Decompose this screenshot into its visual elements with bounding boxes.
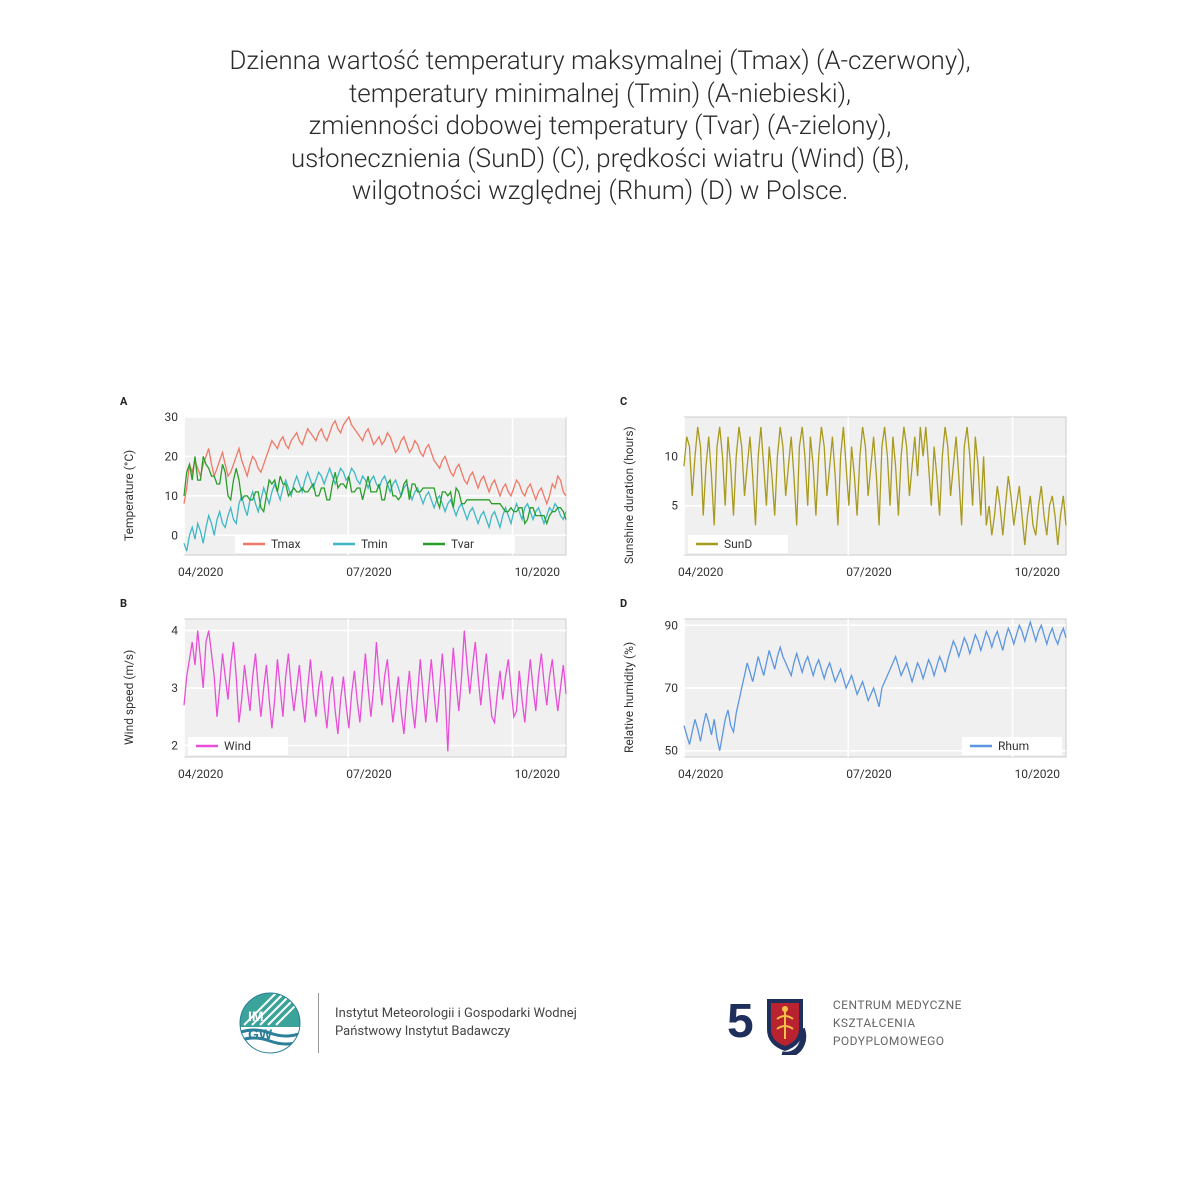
legend: SunD xyxy=(688,535,788,553)
svg-text:10: 10 xyxy=(665,449,679,463)
panel-letter: C xyxy=(620,395,1080,408)
legend: Tmax Tmin Tvar xyxy=(235,535,515,553)
svg-text:SunD: SunD xyxy=(724,537,752,551)
cmkp-line1: CENTRUM MEDYCZNE xyxy=(833,996,962,1014)
x-tick-label: 10/2020 xyxy=(515,565,560,579)
title-line: wilgotności względnej (Rhum) (D) w Polsc… xyxy=(80,175,1120,208)
svg-text:3: 3 xyxy=(171,681,178,695)
svg-text:Tvar: Tvar xyxy=(451,537,474,551)
x-tick-label: 04/2020 xyxy=(178,565,223,579)
svg-text:30: 30 xyxy=(165,411,179,424)
x-axis-ticks: 04/2020 07/2020 10/2020 xyxy=(138,561,580,579)
y-axis-label: Relative humidity (%) xyxy=(620,613,638,781)
imgw-logo-block: IM GW Instytut Meteorologii i Gospodarki… xyxy=(238,991,577,1055)
cmkp-logo-icon: 5 xyxy=(727,991,817,1055)
title-line: Dzienna wartość temperatury maksymalnej … xyxy=(80,45,1120,78)
footer: IM GW Instytut Meteorologii i Gospodarki… xyxy=(0,991,1200,1055)
cmkp-line3: PODYPLOMOWEGO xyxy=(833,1032,962,1050)
imgw-line1: Instytut Meteorologii i Gospodarki Wodne… xyxy=(335,1005,577,1023)
x-tick-label: 10/2020 xyxy=(1015,565,1060,579)
chart-plot: 5 10 SunD xyxy=(638,411,1080,561)
svg-text:2: 2 xyxy=(171,739,178,753)
x-axis-ticks: 04/2020 07/2020 10/2020 xyxy=(638,561,1080,579)
y-axis-label: Wind speed (m/s) xyxy=(120,613,138,781)
svg-text:Tmin: Tmin xyxy=(361,537,388,551)
svg-text:50: 50 xyxy=(665,744,679,758)
chart-plot: 50 70 90 Rhum xyxy=(638,613,1080,763)
svg-text:Wind: Wind xyxy=(224,739,251,753)
x-tick-label: 07/2020 xyxy=(346,565,391,579)
svg-text:GW: GW xyxy=(248,1026,273,1042)
imgw-logo-icon: IM GW xyxy=(238,991,302,1055)
imgw-line2: Państwowy Instytut Badawczy xyxy=(335,1023,577,1041)
logo-divider xyxy=(318,993,319,1053)
title-line: temperatury minimalnej (Tmin) (A-niebies… xyxy=(80,78,1120,111)
title-block: Dzienna wartość temperatury maksymalnej … xyxy=(0,0,1200,228)
x-tick-label: 04/2020 xyxy=(178,767,223,781)
legend: Rhum xyxy=(962,737,1062,755)
svg-text:0: 0 xyxy=(171,528,178,542)
panel-b: B Wind speed (m/s) 2 3 4 Wind04/2020 07/2020 10… xyxy=(120,597,580,781)
panel-d: DRelative humidity (%)507090Rhum04/20200… xyxy=(620,597,1080,781)
svg-text:10: 10 xyxy=(165,489,179,503)
svg-text:70: 70 xyxy=(665,681,679,695)
x-tick-label: 10/2020 xyxy=(515,767,560,781)
chart-plot: 2 3 4 Wind xyxy=(138,613,580,763)
x-tick-label: 10/2020 xyxy=(1015,767,1060,781)
x-tick-label: 04/2020 xyxy=(678,565,723,579)
svg-text:Rhum: Rhum xyxy=(998,739,1029,753)
cmkp-text: CENTRUM MEDYCZNE KSZTAŁCENIA PODYPLOMOWE… xyxy=(833,996,962,1050)
svg-text:5: 5 xyxy=(727,995,754,1048)
cmkp-line2: KSZTAŁCENIA xyxy=(833,1014,962,1032)
x-tick-label: 07/2020 xyxy=(846,565,891,579)
x-tick-label: 04/2020 xyxy=(678,767,723,781)
x-axis-ticks: 04/2020 07/2020 10/2020 xyxy=(138,763,580,781)
imgw-text: Instytut Meteorologii i Gospodarki Wodne… xyxy=(335,1005,577,1041)
svg-text:IM: IM xyxy=(248,1008,264,1024)
svg-text:20: 20 xyxy=(165,449,179,463)
x-axis-ticks: 04/2020 07/2020 10/2020 xyxy=(638,763,1080,781)
panel-letter: B xyxy=(120,597,580,610)
y-axis-label: Temperature (°C) xyxy=(120,411,138,579)
cmkp-logo-block: 5 CENTRUM MEDYCZNE KSZTAŁCENIA PODYPLOMO… xyxy=(727,991,962,1055)
panel-a: A Temperature (°C) 0 10 20 30 Tmax Tmin Tvar 04/2… xyxy=(120,395,580,579)
charts-grid: A Temperature (°C) 0 10 20 30 Tmax Tmin Tvar 04/2… xyxy=(120,395,1080,781)
title-line: usłonecznienia (SunD) (C), prędkości wia… xyxy=(80,143,1120,176)
x-tick-label: 07/2020 xyxy=(846,767,891,781)
x-tick-label: 07/2020 xyxy=(346,767,391,781)
chart-plot: 0 10 20 30 Tmax Tmin Tvar xyxy=(138,411,580,561)
legend: Wind xyxy=(188,737,288,755)
svg-text:5: 5 xyxy=(671,499,678,513)
y-axis-label: Sunshine duration (hours) xyxy=(620,411,638,579)
panel-letter: A xyxy=(120,395,580,408)
svg-text:90: 90 xyxy=(665,618,679,632)
svg-text:Tmax: Tmax xyxy=(271,537,301,551)
panel-c: CSunshine duration (hours)510SunD04/2020… xyxy=(620,395,1080,579)
panel-letter: D xyxy=(620,597,1080,610)
title-line: zmienności dobowej temperatury (Tvar) (A… xyxy=(80,110,1120,143)
svg-text:4: 4 xyxy=(171,624,178,638)
